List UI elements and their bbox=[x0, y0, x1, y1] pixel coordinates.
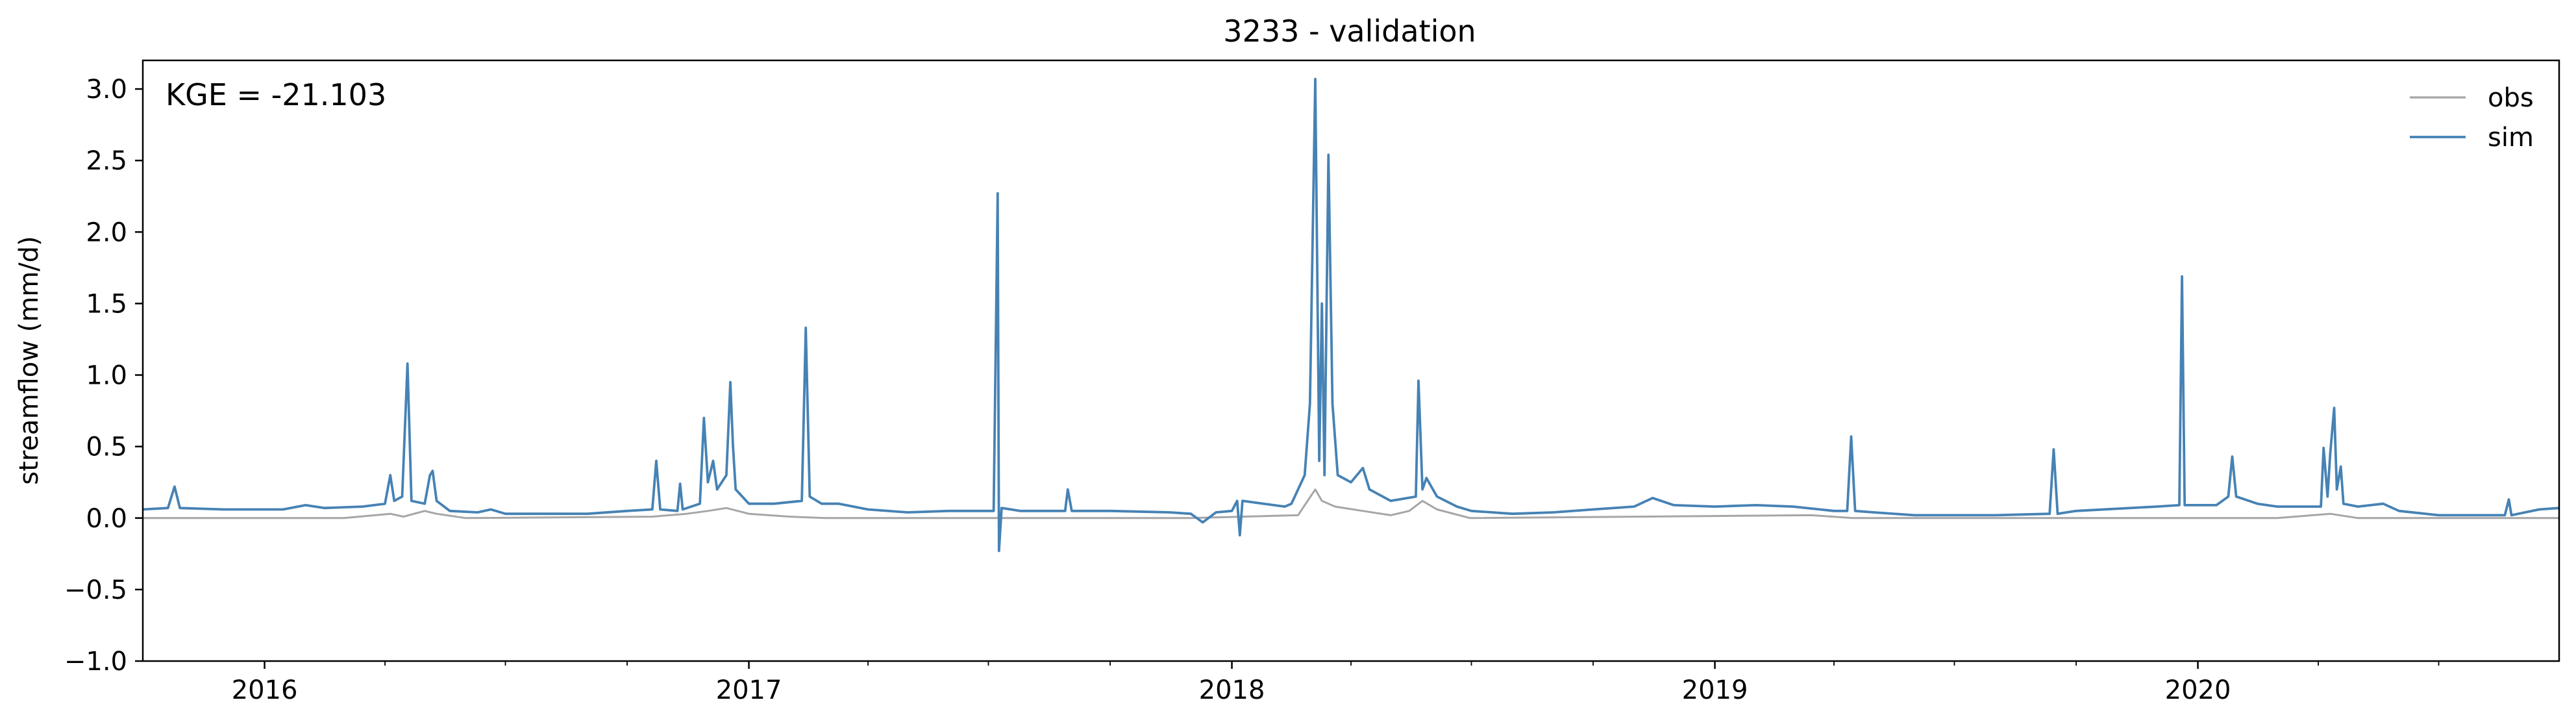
x-tick-label: 2016 bbox=[232, 675, 298, 705]
y-tick-label: −0.5 bbox=[64, 575, 127, 605]
y-tick-label: 3.0 bbox=[86, 75, 127, 105]
x-axis: 2016 2017 2018 2019 2020 bbox=[232, 661, 2440, 705]
x-tick-label: 2019 bbox=[1682, 675, 1748, 705]
y-tick-label: 2.0 bbox=[86, 218, 127, 247]
legend: obs sim bbox=[2410, 83, 2534, 153]
plot-frame bbox=[142, 59, 2560, 662]
x-tick-label: 2020 bbox=[2165, 675, 2231, 705]
y-tick-label: −1.0 bbox=[64, 647, 127, 677]
y-tick-label: 0.5 bbox=[86, 432, 127, 462]
x-tick-label: 2018 bbox=[1199, 675, 1265, 705]
y-axis-label: streamflow (mm/d) bbox=[14, 236, 44, 484]
y-axis: −1.0 −0.5 0.0 0.5 1.0 1.5 2.0 2.5 3.0 bbox=[64, 75, 143, 677]
y-tick-label: 1.0 bbox=[86, 361, 127, 391]
legend-sim-label: sim bbox=[2488, 123, 2534, 153]
legend-obs-label: obs bbox=[2488, 83, 2534, 113]
x-tick-label: 2017 bbox=[716, 675, 782, 705]
y-tick-label: 2.5 bbox=[86, 146, 127, 176]
series-line-sim bbox=[143, 77, 2559, 553]
chart-title: 3233 - validation bbox=[1223, 14, 1476, 49]
series-line-obs bbox=[143, 488, 2559, 519]
y-tick-label: 0.0 bbox=[86, 504, 127, 534]
kge-annotation: KGE = -21.103 bbox=[166, 77, 386, 112]
y-tick-label: 1.5 bbox=[86, 289, 127, 319]
